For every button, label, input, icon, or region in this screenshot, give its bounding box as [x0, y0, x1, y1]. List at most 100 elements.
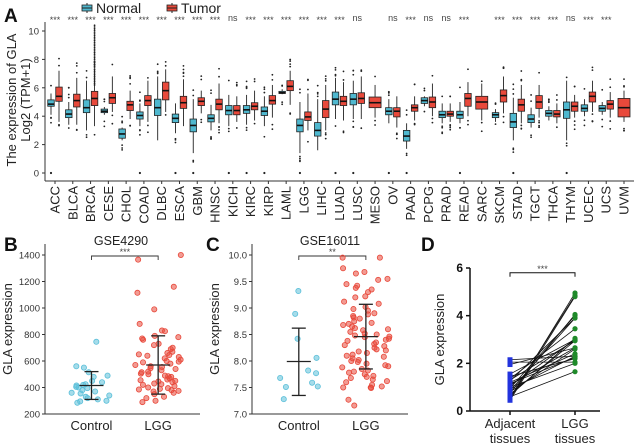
outlier-point: [93, 44, 96, 47]
outlier-point: [93, 41, 96, 44]
outlier-point: [387, 171, 390, 175]
pair-line: [509, 296, 576, 401]
box-normal: [314, 122, 322, 137]
outlier-point: [210, 92, 212, 95]
data-point-lgg: [572, 290, 578, 296]
outlier-point: [93, 61, 96, 64]
significance-label: ***: [601, 15, 612, 25]
outlier-point: [93, 46, 96, 49]
outlier-point: [67, 86, 70, 89]
outlier-point: [245, 171, 248, 175]
outlier-point: [93, 36, 96, 39]
outlier-point: [334, 171, 337, 175]
outlier-point: [459, 126, 461, 129]
significance-label: ***: [537, 264, 548, 274]
x-tick-label: COAD: [136, 186, 151, 224]
outlier-point: [289, 58, 292, 61]
x-tick-labels: ACC BLCA BRCA CESE CHOL COAD DLBC ESCA GBM HNSC KI…: [48, 181, 632, 224]
outlier-point: [342, 79, 345, 81]
panel-c: C GSE16011 7.0 7.5 8.0 8.5 9.0 9.5 10.0 GLA exp…: [206, 234, 408, 433]
outlier-point: [218, 131, 220, 134]
outlier-point: [431, 117, 434, 120]
data-point: [368, 385, 375, 392]
outlier-point: [111, 63, 114, 66]
data-point: [384, 326, 391, 333]
data-point: [309, 379, 316, 386]
data-point: [175, 358, 182, 365]
outlier-point: [139, 99, 141, 102]
data-point: [339, 364, 346, 371]
data-point: [164, 376, 171, 383]
outlier-point: [502, 121, 505, 124]
outlier-point: [289, 113, 292, 115]
outlier-point: [227, 79, 230, 82]
data-point: [132, 361, 139, 368]
outlier-point: [405, 109, 408, 112]
box-group-sarc: [475, 80, 489, 133]
outlier-point: [93, 80, 96, 83]
outlier-point: [520, 127, 523, 130]
outlier-point: [129, 74, 132, 77]
outlier-point: [235, 127, 238, 129]
data-point: [282, 383, 289, 390]
pair-line: [509, 347, 576, 365]
outlier-point: [174, 141, 177, 144]
data-point: [104, 372, 111, 379]
x-tick-label: PAAD: [403, 186, 418, 220]
outlier-point: [565, 144, 568, 147]
outlier-point: [601, 125, 604, 128]
outlier-point: [263, 135, 266, 138]
data-point: [340, 321, 347, 328]
outlier-point: [299, 157, 301, 160]
outlier-point: [93, 56, 96, 59]
outlier-point: [316, 92, 319, 95]
y-tick-label: 1400: [19, 251, 40, 262]
legend-label: Normal: [96, 0, 141, 16]
outlier-point: [494, 123, 497, 126]
data-point: [352, 294, 359, 301]
outlier-point: [316, 95, 319, 98]
data-point: [375, 276, 382, 283]
outlier-point: [156, 63, 159, 66]
x-tick-label: HNSC: [208, 186, 223, 223]
data-point: [137, 370, 144, 377]
data-point: [137, 377, 144, 384]
significance-label: ***: [103, 15, 114, 25]
outlier-point: [93, 39, 96, 42]
outlier-point: [324, 79, 327, 82]
data-point: [365, 289, 372, 296]
panel-letter-a: A: [4, 6, 18, 27]
y-tick-label: 8.5: [234, 330, 247, 341]
outlier-point: [263, 88, 266, 91]
outlier-point: [449, 126, 452, 129]
data-point: [340, 265, 347, 272]
x-tick-label: tissues: [555, 431, 596, 446]
outlier-point: [192, 171, 195, 175]
outlier-point: [289, 65, 292, 68]
outlier-point: [555, 99, 558, 101]
data-point: [382, 336, 389, 343]
outlier-point: [121, 148, 124, 151]
data-point-lgg: [572, 360, 578, 366]
outlier-point: [324, 77, 327, 80]
significance-label: ***: [316, 15, 327, 25]
outlier-point: [281, 84, 284, 87]
x-tick-label: LAML: [279, 186, 294, 220]
outlier-point: [200, 75, 203, 78]
data-point: [354, 359, 361, 366]
outlier-point: [289, 60, 292, 63]
outlier-point: [156, 71, 159, 74]
box-tumor: [393, 107, 401, 118]
outlier-point: [324, 137, 327, 140]
y-tick-label: 8.0: [234, 357, 247, 368]
outlier-point: [591, 113, 594, 116]
box-group-dlbc: [154, 61, 170, 141]
data-point: [295, 288, 302, 295]
outlier-point: [93, 51, 96, 54]
y-tick-label: 200: [24, 410, 40, 421]
data-point: [352, 332, 359, 339]
x-tick-label: UCEC: [581, 186, 596, 223]
data-point: [161, 393, 168, 400]
significance-label: ***: [263, 15, 274, 25]
outlier-point: [623, 85, 625, 87]
